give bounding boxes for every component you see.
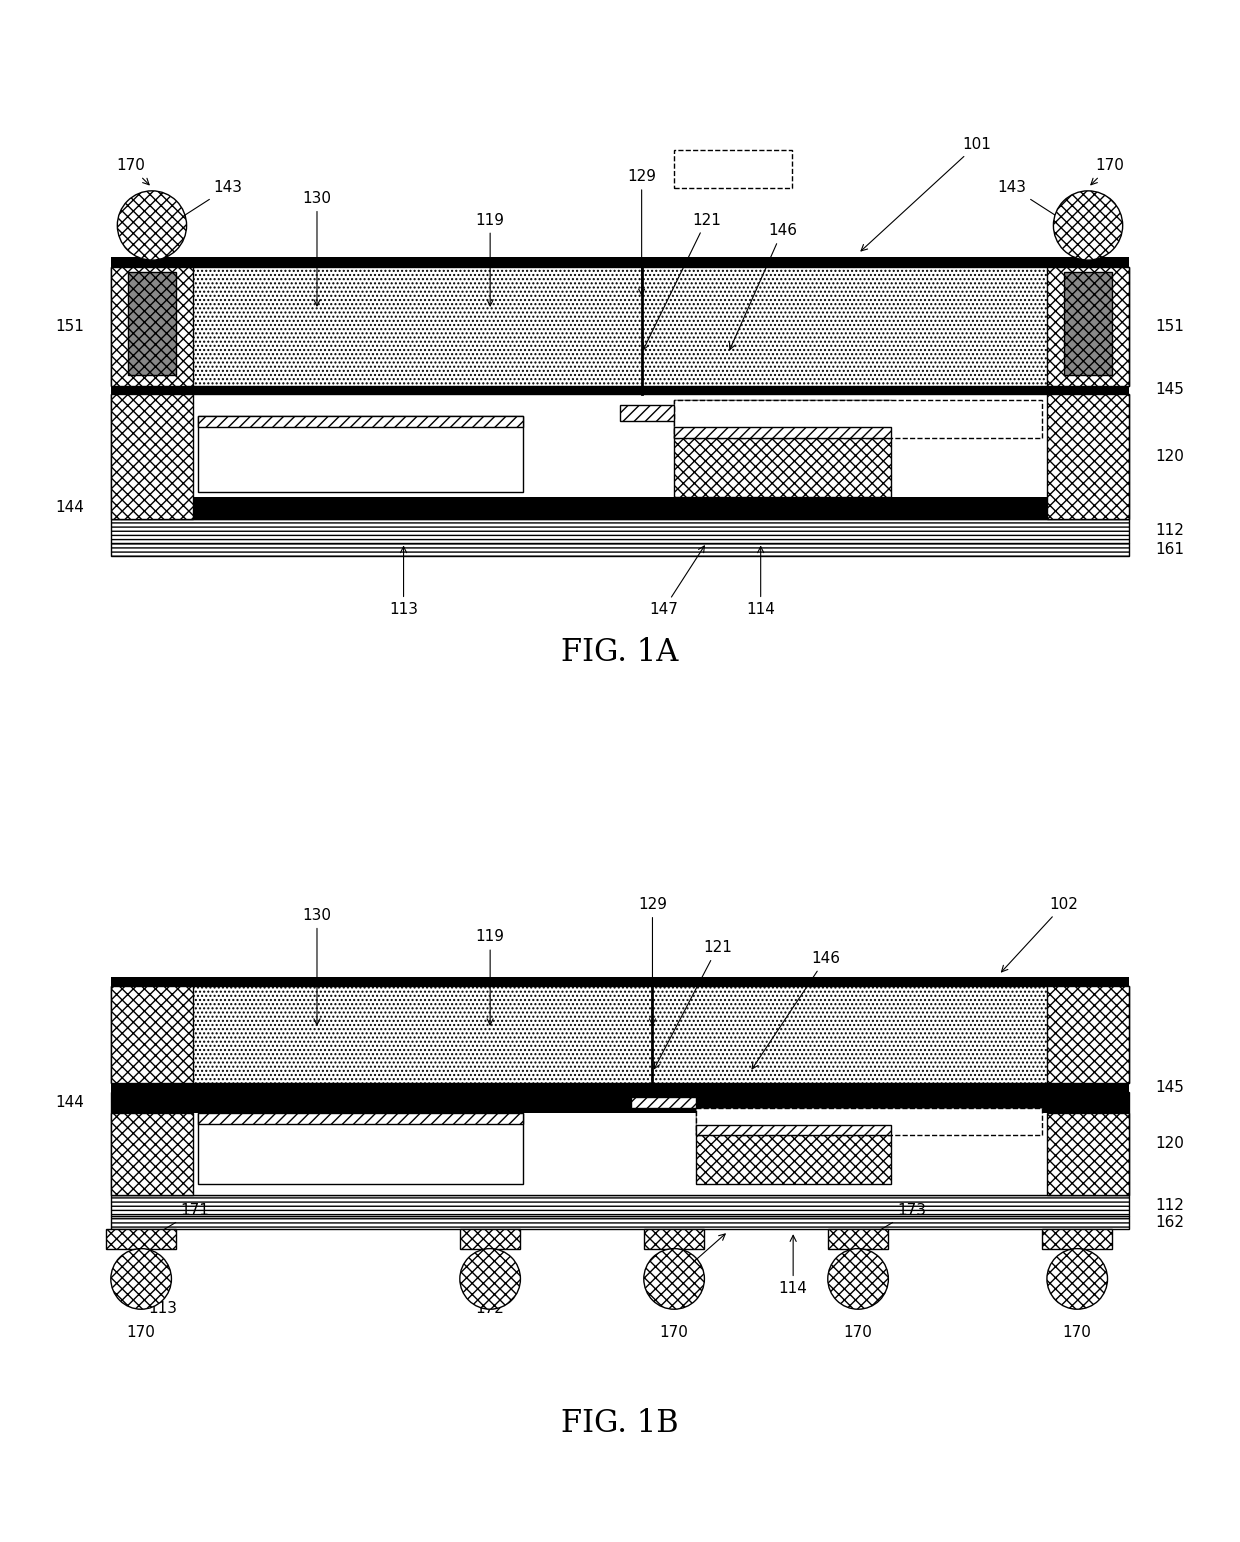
Text: 130: 130 bbox=[303, 908, 331, 1025]
Bar bbox=[620, 406, 675, 421]
Bar bbox=[696, 1109, 1042, 1135]
Bar bbox=[828, 1229, 888, 1249]
Text: 131: 131 bbox=[255, 1127, 321, 1160]
Text: 101: 101 bbox=[861, 137, 992, 251]
Bar bbox=[1048, 395, 1128, 518]
Text: FIG. 1A: FIG. 1A bbox=[562, 637, 678, 668]
Bar bbox=[631, 1096, 696, 1109]
Circle shape bbox=[110, 1249, 171, 1309]
Bar bbox=[112, 543, 1128, 555]
Bar bbox=[1048, 1113, 1128, 1195]
Text: 173: 173 bbox=[862, 1203, 926, 1241]
Text: FIG. 1B: FIG. 1B bbox=[562, 1408, 678, 1439]
Text: 144: 144 bbox=[56, 501, 84, 515]
Text: 144: 144 bbox=[56, 1095, 84, 1110]
Bar bbox=[112, 1092, 1128, 1195]
Text: 129: 129 bbox=[627, 170, 656, 295]
Text: 171: 171 bbox=[145, 1203, 210, 1241]
Text: 143: 143 bbox=[155, 180, 242, 234]
Text: 129: 129 bbox=[637, 897, 667, 1025]
Text: 121: 121 bbox=[644, 213, 720, 350]
Text: 151: 151 bbox=[56, 319, 84, 333]
Text: 172: 172 bbox=[476, 1247, 505, 1315]
Bar bbox=[198, 1113, 522, 1124]
Text: 112: 112 bbox=[1156, 523, 1184, 538]
Bar bbox=[1048, 267, 1128, 386]
Text: 120: 120 bbox=[1156, 1135, 1184, 1150]
Bar bbox=[112, 1217, 1128, 1229]
Bar bbox=[675, 427, 890, 438]
Text: 114: 114 bbox=[779, 1235, 807, 1297]
Bar bbox=[696, 1126, 890, 1135]
Bar bbox=[1048, 985, 1128, 1082]
Text: 162: 162 bbox=[1156, 1215, 1184, 1231]
Text: 147: 147 bbox=[649, 1234, 725, 1297]
Text: 170: 170 bbox=[115, 159, 149, 185]
Text: 119: 119 bbox=[476, 930, 505, 1025]
Text: 120: 120 bbox=[1156, 449, 1184, 464]
Bar bbox=[112, 395, 192, 518]
Text: 131: 131 bbox=[255, 424, 299, 456]
Text: 114: 114 bbox=[746, 546, 775, 617]
Bar bbox=[112, 267, 192, 386]
Text: 102: 102 bbox=[1002, 897, 1078, 971]
Bar bbox=[696, 1109, 890, 1184]
Bar bbox=[1042, 1229, 1112, 1249]
Text: 170: 170 bbox=[660, 1326, 688, 1340]
Text: 145: 145 bbox=[1156, 1079, 1184, 1095]
Text: 170: 170 bbox=[126, 1326, 155, 1340]
Bar bbox=[112, 518, 1128, 543]
Text: 146: 146 bbox=[753, 951, 841, 1069]
Bar bbox=[128, 271, 176, 375]
Text: 170: 170 bbox=[1091, 159, 1125, 185]
Text: 170: 170 bbox=[1063, 1326, 1091, 1340]
Bar bbox=[112, 1082, 1128, 1092]
Bar bbox=[112, 1195, 1128, 1217]
Text: 147: 147 bbox=[649, 546, 704, 617]
Bar bbox=[1064, 271, 1112, 375]
Circle shape bbox=[1054, 191, 1122, 261]
Bar bbox=[112, 985, 192, 1082]
Bar bbox=[675, 150, 792, 188]
Text: 113: 113 bbox=[389, 546, 418, 617]
Text: 113: 113 bbox=[143, 1258, 177, 1315]
Bar bbox=[105, 1229, 176, 1249]
Bar bbox=[675, 399, 1042, 438]
Text: 161: 161 bbox=[1156, 541, 1184, 557]
Bar bbox=[112, 978, 1128, 985]
Bar bbox=[198, 416, 522, 492]
Circle shape bbox=[460, 1249, 521, 1309]
Bar bbox=[112, 395, 1128, 518]
Text: 170: 170 bbox=[843, 1326, 873, 1340]
Bar bbox=[645, 1229, 704, 1249]
Bar bbox=[112, 1113, 192, 1195]
Bar bbox=[460, 1229, 520, 1249]
Text: 130: 130 bbox=[303, 191, 331, 305]
Bar bbox=[112, 267, 1128, 386]
Bar bbox=[112, 1092, 1128, 1113]
Bar bbox=[112, 985, 1128, 1082]
Text: 143: 143 bbox=[998, 180, 1085, 234]
Bar bbox=[112, 497, 1128, 518]
Circle shape bbox=[828, 1249, 888, 1309]
Bar bbox=[112, 258, 1128, 267]
Circle shape bbox=[644, 1249, 704, 1309]
Text: 121: 121 bbox=[655, 941, 732, 1069]
Text: 146: 146 bbox=[729, 224, 797, 350]
Bar bbox=[198, 1113, 522, 1184]
Text: 145: 145 bbox=[1156, 382, 1184, 398]
Bar bbox=[198, 416, 522, 427]
Text: 119: 119 bbox=[476, 213, 505, 305]
Bar bbox=[112, 386, 1128, 395]
Bar bbox=[675, 399, 890, 497]
Text: 112: 112 bbox=[1156, 1198, 1184, 1214]
Circle shape bbox=[1047, 1249, 1107, 1309]
Circle shape bbox=[118, 191, 186, 261]
Text: 151: 151 bbox=[1156, 319, 1184, 333]
